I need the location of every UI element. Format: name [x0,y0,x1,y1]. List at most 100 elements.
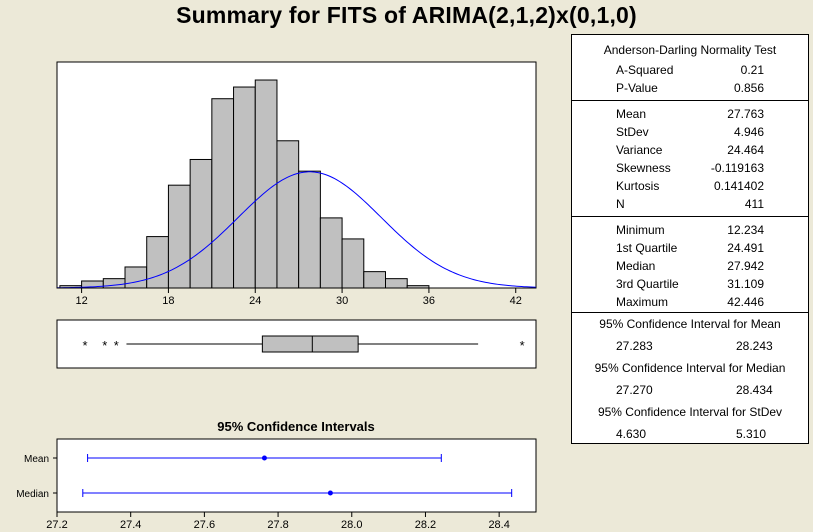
ad-label: P-Value [616,81,658,95]
histogram-tick-label: 36 [423,295,435,307]
normal-curve [56,171,537,289]
ci-estimate-point [327,490,333,496]
page-title: Summary for FITS of ARIMA(2,1,2)x(0,1,0) [176,2,637,28]
confidence-intervals-section: 95% Confidence Interval for Mean 27.283 … [572,313,808,445]
ad-section: Anderson-Darling Normality Test A-Square… [572,35,808,101]
ci-tick-label: 28.4 [488,519,509,531]
ci-mean-row: 27.283 28.243 [572,335,808,357]
ci-stdev-high: 5.310 [736,427,767,441]
boxplot-box [261,335,359,353]
moments-label: Mean [616,107,647,121]
moments-value: 0.141402 [713,179,764,193]
histogram-tick-label: 12 [75,295,87,307]
ci-mean-title: 95% Confidence Interval for Mean [599,317,781,331]
ci-tick-label: 27.8 [267,519,288,531]
histogram-x-ticks: 12 18 24 30 36 42 [75,288,522,307]
ad-row: P-Value 0.856 [572,79,808,97]
ad-row: A-Squared 0.21 [572,61,808,79]
quartiles-value: 42.446 [727,295,764,309]
moments-value: 4.946 [733,125,764,139]
quartiles-label: 3rd Quartile [616,277,679,291]
histogram-bar [384,278,408,289]
ci-stdev-low: 4.630 [616,427,647,441]
summary-plots: 12 18 24 30 36 42 * * * * 95% Confidence Interva… [16,61,537,531]
quartiles-row: Minimum 12.234 [572,221,808,239]
histogram-tick-label: 24 [249,295,261,307]
moments-value: -0.119163 [710,161,764,175]
histogram-bars [59,79,430,289]
moments-row: Skewness -0.119163 [572,159,808,177]
ci-median-high: 28.434 [736,383,773,397]
ci-tick-label: 27.6 [194,519,215,531]
histogram-tick-label: 30 [336,295,348,307]
ci-median-title: 95% Confidence Interval for Median [594,361,786,375]
ci-stdev-title: 95% Confidence Interval for StDev [597,405,783,419]
histogram-bar [363,271,386,289]
moments-row: StDev 4.946 [572,123,808,141]
histogram-bar [319,217,343,289]
ci-tick-label: 27.4 [120,519,141,531]
quartiles-section: Minimum 12.234 1st Quartile 24.491 Median 27.… [572,217,808,313]
boxplot: * * * * [82,335,525,353]
boxplot-outlier: * [82,338,87,353]
quartiles-label: Maximum [616,295,669,309]
ci-mean-low: 27.283 [616,339,653,353]
quartiles-value: 31.109 [727,277,764,291]
ci-tick-label: 28.0 [341,519,362,531]
moments-label: Kurtosis [616,179,660,193]
ci-plot: Mean Median 27.2 27.4 27.6 27.8 28.0 28.2 28.4 [16,454,513,531]
ci-mean-high: 28.243 [736,339,773,353]
moments-value: 24.464 [727,143,764,157]
quartiles-label: Minimum [616,223,665,237]
quartiles-value: 27.942 [727,259,764,273]
boxplot-outlier: * [520,338,525,353]
moments-value: 27.763 [727,107,764,121]
ci-stdev-row: 4.630 5.310 [572,423,808,445]
histogram-bar [167,184,191,289]
moments-row: Variance 24.464 [572,141,808,159]
moments-section: Mean 27.763 StDev 4.946 Variance 24.464 Skewne… [572,101,808,217]
moments-label: N [616,197,625,211]
ci-estimate-point [261,455,267,461]
ci-tick-label: 28.2 [415,519,436,531]
ci-frame [56,438,537,513]
quartiles-value: 24.491 [727,241,764,255]
histogram-bar [254,79,278,289]
moments-row: Mean 27.763 [572,105,808,123]
moments-row: Kurtosis 0.141402 [572,177,808,195]
ci-category-label: Mean [24,454,49,465]
boxplot-outlier: * [102,338,107,353]
histogram-bar [124,266,148,289]
ci-category-label: Median [16,489,49,500]
histogram-tick-label: 42 [510,295,522,307]
histogram-bar [211,98,235,289]
quartiles-label: 1st Quartile [616,241,678,255]
quartiles-row: Maximum 42.446 [572,293,808,311]
moments-value: 411 [744,197,764,211]
histogram-bar [102,278,126,289]
summary-stats-table: Anderson-Darling Normality Test A-Square… [571,34,809,444]
quartiles-row: 3rd Quartile 31.109 [572,275,808,293]
histogram-tick-label: 18 [162,295,174,307]
moments-row: N 411 [572,195,808,213]
quartiles-label: Median [616,259,656,273]
histogram-bar [189,158,213,289]
moments-label: Variance [616,143,663,157]
quartiles-row: 1st Quartile 24.491 [572,239,808,257]
ci-median-low: 27.270 [616,383,653,397]
histogram-bar [298,170,321,289]
histogram-bar [276,140,300,289]
ci-chart-title: 95% Confidence Intervals [217,419,375,434]
ad-title: Anderson-Darling Normality Test [603,43,777,57]
ad-value: 0.21 [740,63,764,77]
moments-label: Skewness [616,161,671,175]
moments-label: StDev [616,125,649,139]
histogram-bar [146,236,169,289]
ad-value: 0.856 [733,81,764,95]
ad-label: A-Squared [616,63,674,77]
ci-median-row: 27.270 28.434 [572,379,808,401]
ci-tick-label: 27.2 [46,519,67,531]
histogram-bar [341,238,365,289]
boxplot-outlier: * [114,338,119,353]
histogram-bar [233,86,256,289]
